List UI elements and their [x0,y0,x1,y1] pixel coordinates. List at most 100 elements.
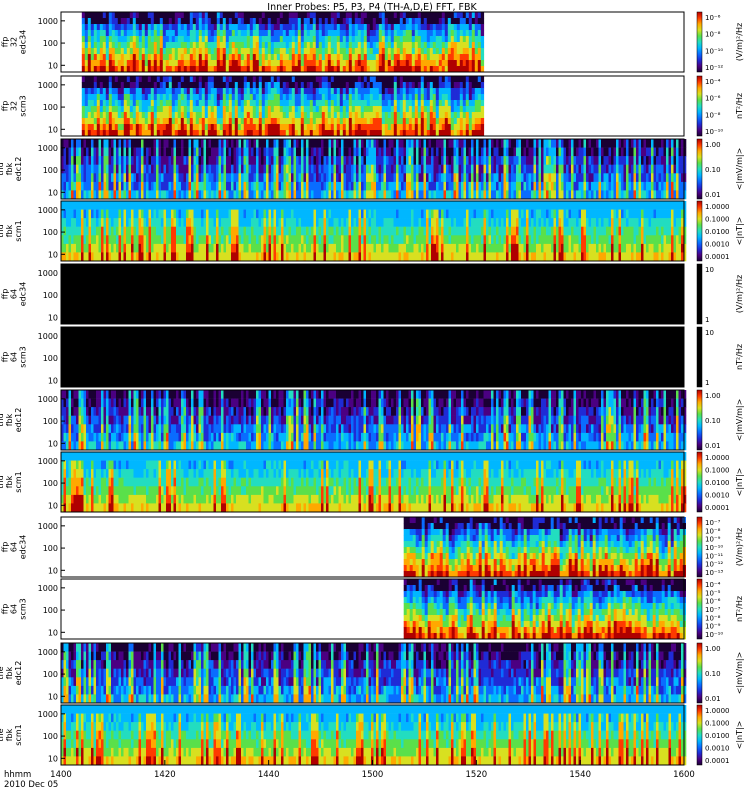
heatmap-cell [356,139,359,148]
heatmap-cell [238,36,241,42]
heatmap-cell [291,182,294,191]
heatmap-cell [160,100,163,106]
heatmap-cell [439,130,442,136]
heatmap-cell [445,106,448,112]
heatmap-cell [324,173,327,182]
heatmap-cell [439,173,442,182]
heatmap-cell [127,18,130,24]
heatmap-cell [304,18,307,24]
heatmap-cell [88,124,91,130]
heatmap-cell [669,190,672,199]
heatmap-cell [331,88,334,94]
heatmap-cell [594,165,597,174]
heatmap-cell [238,54,241,60]
heatmap-cell [145,112,148,118]
heatmap-cell [106,76,109,82]
heatmap-cell [349,30,352,36]
heatmap-cell [456,190,459,199]
heatmap-cell [340,18,343,24]
heatmap-cell [280,42,283,48]
heatmap-cell [214,54,217,60]
heatmap-cell [208,54,211,60]
heatmap-cell [373,112,376,118]
heatmap-cell [314,165,317,174]
heatmap-cell [376,124,379,130]
heatmap-cell [283,100,286,106]
heatmap-cell [486,190,489,199]
heatmap-cell [427,54,430,60]
heatmap-cell [619,139,622,148]
heatmap-cell [358,54,361,60]
heatmap-cell [124,130,127,136]
heatmap-cell [289,66,292,72]
heatmap-cell [596,156,599,165]
heatmap-cell [181,106,184,112]
heatmap-cell [596,182,599,191]
heatmap-cell [481,30,484,36]
heatmap-cell [160,30,163,36]
heatmap-cell [239,190,242,199]
heatmap-cell [82,18,85,24]
heatmap-cell [271,118,274,124]
heatmap-cell [262,36,265,42]
heatmap-cell [472,76,475,82]
heatmap-cell [337,118,340,124]
heatmap-cell [142,48,145,54]
heatmap-cell [651,148,654,157]
heatmap-cell [511,165,514,174]
heatmap-cell [415,94,418,100]
heatmap-cell [469,12,472,18]
heatmap-cell [381,173,384,182]
heatmap-cell [175,112,178,118]
heatmap-cell [349,139,352,148]
heatmap-cell [382,130,385,136]
heatmap-cell [205,54,208,60]
heatmap-cell [415,124,418,130]
heatmap-cell [99,218,102,227]
heatmap-cell [244,235,247,244]
heatmap-cell [326,165,329,174]
heatmap-cell [433,88,436,94]
heatmap-cell [361,130,364,136]
heatmap-cell [94,18,97,24]
heatmap-cell [340,130,343,136]
heatmap-cell [214,100,217,106]
heatmap-cell [430,48,433,54]
heatmap-cell [371,165,374,174]
heatmap-cell [112,124,115,130]
heatmap-cell [671,182,674,191]
heatmap-cell [101,227,104,236]
heatmap-cell [676,139,679,148]
heatmap-cell [219,165,222,174]
heatmap-cell [160,24,163,30]
heatmap-cell [276,182,279,191]
heatmap-cell [666,173,669,182]
heatmap-cell [262,76,265,82]
heatmap-cell [289,124,292,130]
heatmap-cell [216,244,219,253]
heatmap-cell [371,182,374,191]
heatmap-cell [364,100,367,106]
heatmap-cell [169,124,172,130]
heatmap-cell [250,106,253,112]
heatmap-cell [166,210,169,219]
heatmap-cell [64,227,67,236]
heatmap-cell [594,182,597,191]
heatmap-cell [186,252,189,261]
heatmap-cell [674,182,677,191]
heatmap-cell [64,148,67,157]
heatmap-cell [310,42,313,48]
heatmap-cell [629,156,632,165]
heatmap-cell [478,118,481,124]
heatmap-cell [224,165,227,174]
heatmap-cell [621,148,624,157]
heatmap-cell [358,94,361,100]
heatmap-cell [411,182,414,191]
heatmap-cell [406,173,409,182]
heatmap-cell [289,42,292,48]
heatmap-cell [274,100,277,106]
heatmap-cell [161,139,164,148]
heatmap-cell [451,182,454,191]
heatmap-cell [604,165,607,174]
